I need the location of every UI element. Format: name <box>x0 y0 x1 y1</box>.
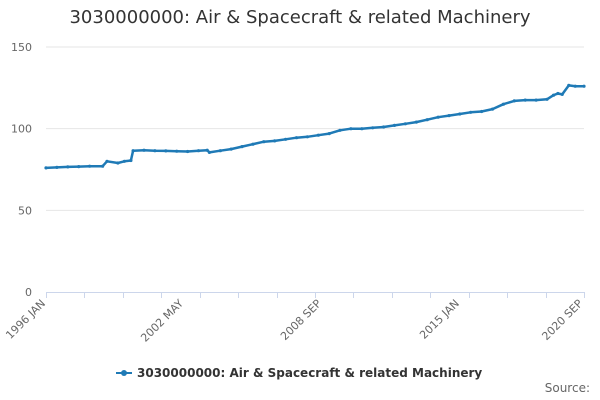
data-point[interactable] <box>447 114 451 118</box>
data-point[interactable] <box>186 149 190 154</box>
data-point[interactable] <box>371 126 375 130</box>
x-tick-label: 2015 JAN <box>417 297 462 342</box>
data-point[interactable] <box>436 115 440 119</box>
data-point[interactable] <box>573 84 577 88</box>
data-point[interactable] <box>501 102 505 106</box>
y-tick-label: 150 <box>11 41 32 54</box>
data-point[interactable] <box>469 110 473 114</box>
data-point[interactable] <box>305 135 309 139</box>
data-point[interactable] <box>360 127 364 131</box>
data-point[interactable] <box>414 120 418 124</box>
data-point[interactable] <box>316 133 320 137</box>
data-point[interactable] <box>122 159 126 163</box>
data-point[interactable] <box>382 125 386 129</box>
data-point[interactable] <box>262 140 266 144</box>
data-point[interactable] <box>349 127 353 131</box>
data-point[interactable] <box>425 118 429 122</box>
data-point[interactable] <box>338 128 342 132</box>
chart-title: 3030000000: Air & Spacecraft & related M… <box>69 7 531 28</box>
data-point[interactable] <box>403 122 407 126</box>
data-point[interactable] <box>196 149 201 153</box>
data-point[interactable] <box>229 147 233 151</box>
y-tick-label: 100 <box>11 123 32 136</box>
data-point[interactable] <box>294 136 299 140</box>
legend[interactable]: 3030000000: Air & Spacecraft & related M… <box>116 366 482 380</box>
data-point[interactable] <box>582 84 586 88</box>
data-point[interactable] <box>251 142 255 146</box>
x-tick-label: 2020 SEP <box>539 297 585 343</box>
legend-item-label[interactable]: 3030000000: Air & Spacecraft & related M… <box>137 366 482 380</box>
data-point[interactable] <box>66 165 70 169</box>
x-tick-label: 2008 SEP <box>278 297 324 343</box>
data-point[interactable] <box>240 145 244 149</box>
series-line[interactable] <box>44 84 586 170</box>
data-point[interactable] <box>164 149 168 153</box>
legend-swatch-marker[interactable] <box>121 370 127 376</box>
data-point[interactable] <box>534 98 538 102</box>
data-point[interactable] <box>392 123 397 127</box>
data-point[interactable] <box>77 165 81 169</box>
data-point[interactable] <box>116 161 120 165</box>
y-tick-label: 50 <box>18 204 32 217</box>
data-point[interactable] <box>218 149 222 153</box>
data-point[interactable] <box>142 148 146 152</box>
data-point[interactable] <box>567 83 571 87</box>
source-label: Source: <box>544 381 590 395</box>
data-point[interactable] <box>490 107 495 111</box>
data-point[interactable] <box>44 166 48 170</box>
data-point[interactable] <box>131 149 135 153</box>
data-point[interactable] <box>129 158 133 163</box>
x-tick-label: 1996 JAN <box>3 297 48 342</box>
data-point[interactable] <box>273 139 277 143</box>
data-point[interactable] <box>101 164 105 168</box>
data-point[interactable] <box>105 159 109 163</box>
data-point[interactable] <box>284 137 288 141</box>
data-point[interactable] <box>480 109 484 114</box>
x-tick-label: 2002 MAY <box>138 297 186 345</box>
data-point[interactable] <box>175 149 179 153</box>
data-point[interactable] <box>153 149 157 153</box>
data-point[interactable] <box>560 92 564 96</box>
data-point[interactable] <box>551 93 556 97</box>
data-point[interactable] <box>207 150 211 154</box>
data-point[interactable] <box>545 97 549 101</box>
data-point[interactable] <box>556 91 560 96</box>
data-point[interactable] <box>458 112 462 116</box>
data-point[interactable] <box>205 148 209 152</box>
data-point[interactable] <box>55 165 59 169</box>
y-tick-label: 0 <box>25 286 32 299</box>
data-point[interactable] <box>327 132 331 136</box>
data-point[interactable] <box>512 99 516 103</box>
data-point[interactable] <box>523 98 527 102</box>
data-point[interactable] <box>88 164 92 168</box>
